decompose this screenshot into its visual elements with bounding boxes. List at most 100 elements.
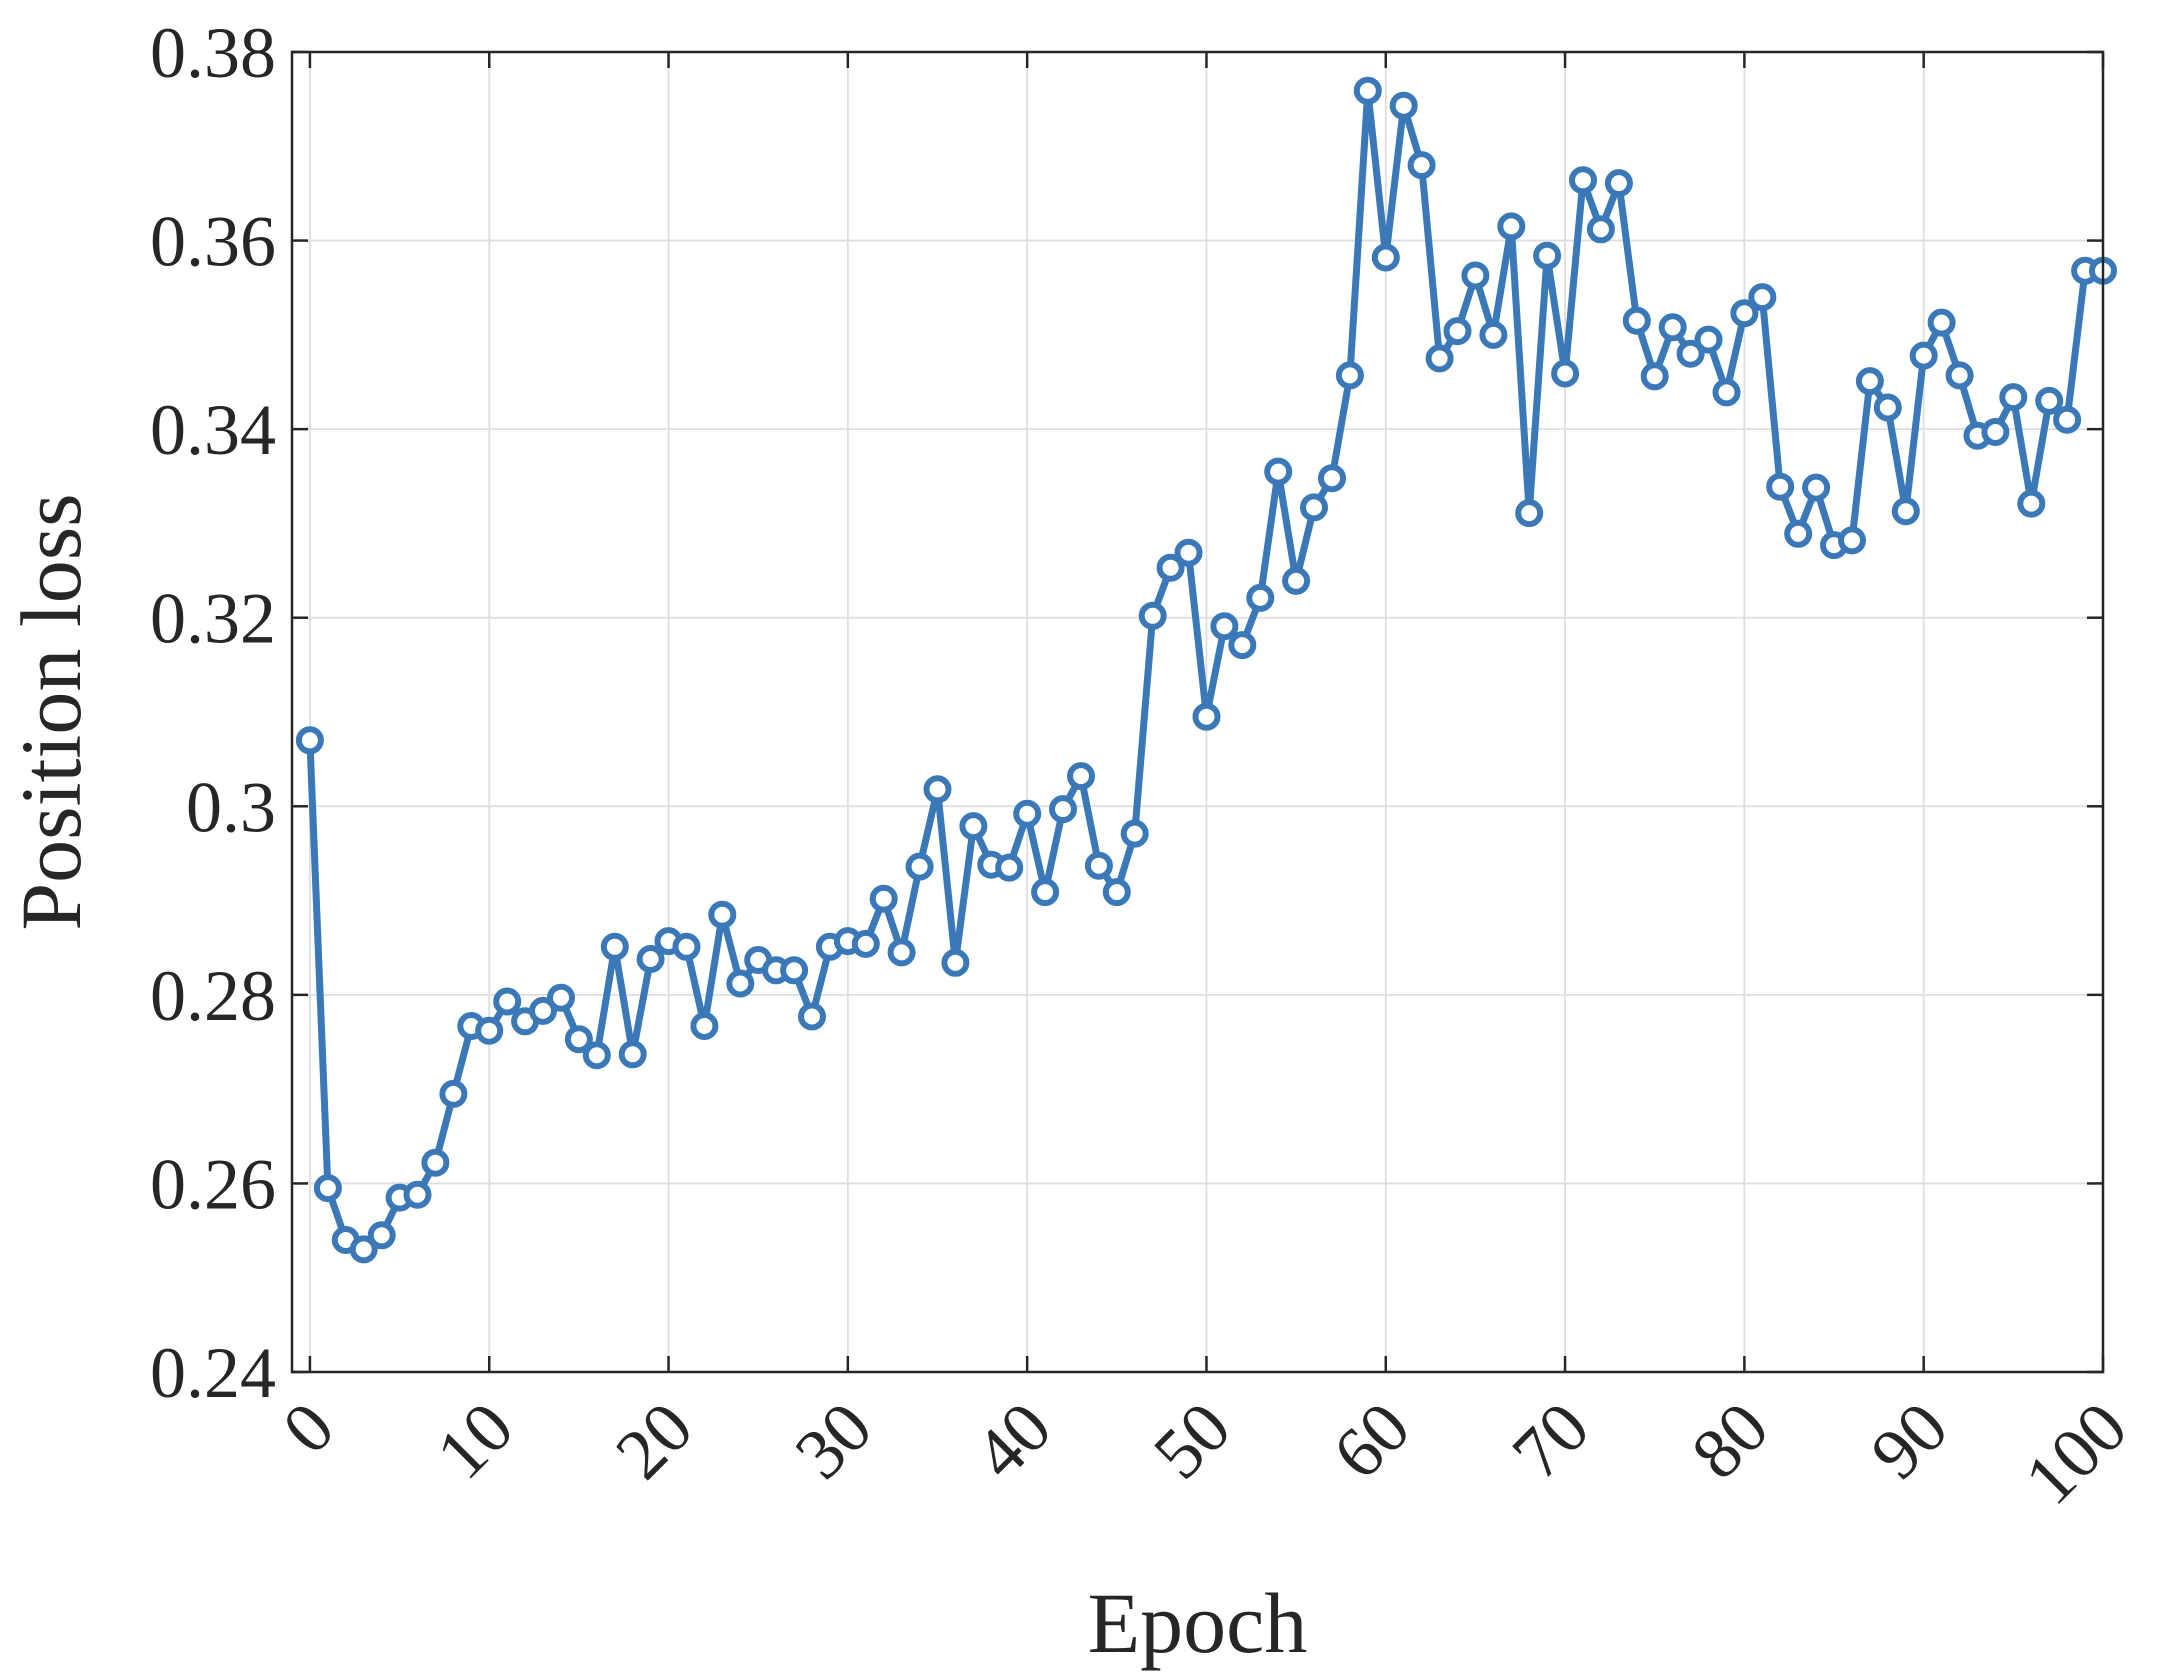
data-point [1353,76,1382,105]
data-point [1389,91,1418,120]
data-point [1927,308,1956,337]
data-point [1873,393,1902,422]
series-layer [295,76,2117,1264]
data-point [1551,359,1580,388]
y-tick-label: 0.32 [150,579,276,659]
data-point [1748,283,1777,312]
data-point [636,945,665,973]
data-point [1999,383,2028,412]
data-point [1192,702,1221,731]
data-point [672,932,701,961]
y-tick-label: 0.36 [150,202,276,282]
data-point [1784,519,1813,548]
data-point [1156,553,1185,582]
y-tick-label: 0.28 [150,956,276,1036]
data-point [547,983,575,1012]
data-point [1658,313,1687,342]
data-point [1318,464,1346,493]
x-axis-title: Epoch [1088,1575,1308,1671]
data-point [851,929,880,958]
y-tick-label: 0.34 [150,390,276,470]
y-tick-label: 0.24 [150,1333,276,1413]
data-point [600,932,629,961]
data-point [618,1040,647,1069]
data-point [1300,493,1328,522]
data-point [1515,499,1544,528]
data-point [2017,489,2046,518]
data-point [1013,799,1042,828]
data-point [475,1016,504,1045]
data-point [1443,317,1472,346]
data-point [1855,367,1884,396]
data-point [439,1079,468,1108]
data-point [1586,215,1615,244]
data-point [529,996,557,1025]
data-point [2053,405,2082,434]
data-point [708,900,737,929]
data-point [995,853,1024,882]
data-point [1640,362,1669,391]
ticks [292,50,2105,1374]
data-point [1622,306,1651,335]
data-point [1694,325,1723,354]
data-point [349,1235,378,1264]
y-tick-label: 0.3 [186,767,276,847]
data-point [1479,320,1508,349]
data-point [1533,241,1562,270]
data-point [1909,341,1938,370]
plot-frame [290,50,2105,1374]
data-point [295,726,324,755]
data-point [869,884,898,913]
y-tick-labels: 0.24 0.26 0.28 0.3 0.32 0.34 0.36 0.38 [150,13,276,1413]
data-point [403,1180,432,1209]
data-point [1569,166,1597,195]
data-point [493,987,522,1016]
data-point [1102,878,1131,907]
data-point [780,956,809,985]
data-point [1838,526,1866,555]
data-point [1766,472,1795,501]
data-point [1676,339,1705,368]
data-point [1945,361,1974,390]
data-point [1802,473,1831,502]
data-point [1084,851,1113,880]
data-point [1461,261,1490,290]
data-point [2035,386,2064,415]
data-point [1425,344,1454,373]
y-axis-title: Position loss [3,493,99,930]
data-point [1497,212,1526,241]
data-point [1120,819,1149,848]
data-point [1067,762,1095,791]
data-point [1049,795,1077,824]
data-point [923,775,952,804]
data-point [1031,878,1060,907]
y-tick-label: 0.38 [150,13,276,93]
data-point [1981,418,2010,446]
data-point [1335,361,1364,390]
data-point [1604,169,1633,198]
data-point [564,1025,593,1054]
data-point [1282,566,1311,595]
data-point [959,812,988,841]
data-point [313,1174,342,1203]
data-point [1712,378,1741,407]
data-point [582,1041,611,1070]
data-point [798,1002,826,1031]
data-point [1138,601,1167,630]
data-point [1730,299,1759,328]
data-point [1407,151,1436,180]
data-point [941,948,970,977]
data-point [1264,457,1293,486]
data-point [1371,243,1400,272]
data-point [905,852,934,881]
data-point [726,969,755,998]
data-point [1891,497,1920,526]
data-point [1174,538,1203,567]
data-point [367,1221,396,1250]
data-point [1210,612,1239,641]
data-point [887,938,916,967]
data-point [1246,583,1275,612]
data-point [421,1148,450,1177]
